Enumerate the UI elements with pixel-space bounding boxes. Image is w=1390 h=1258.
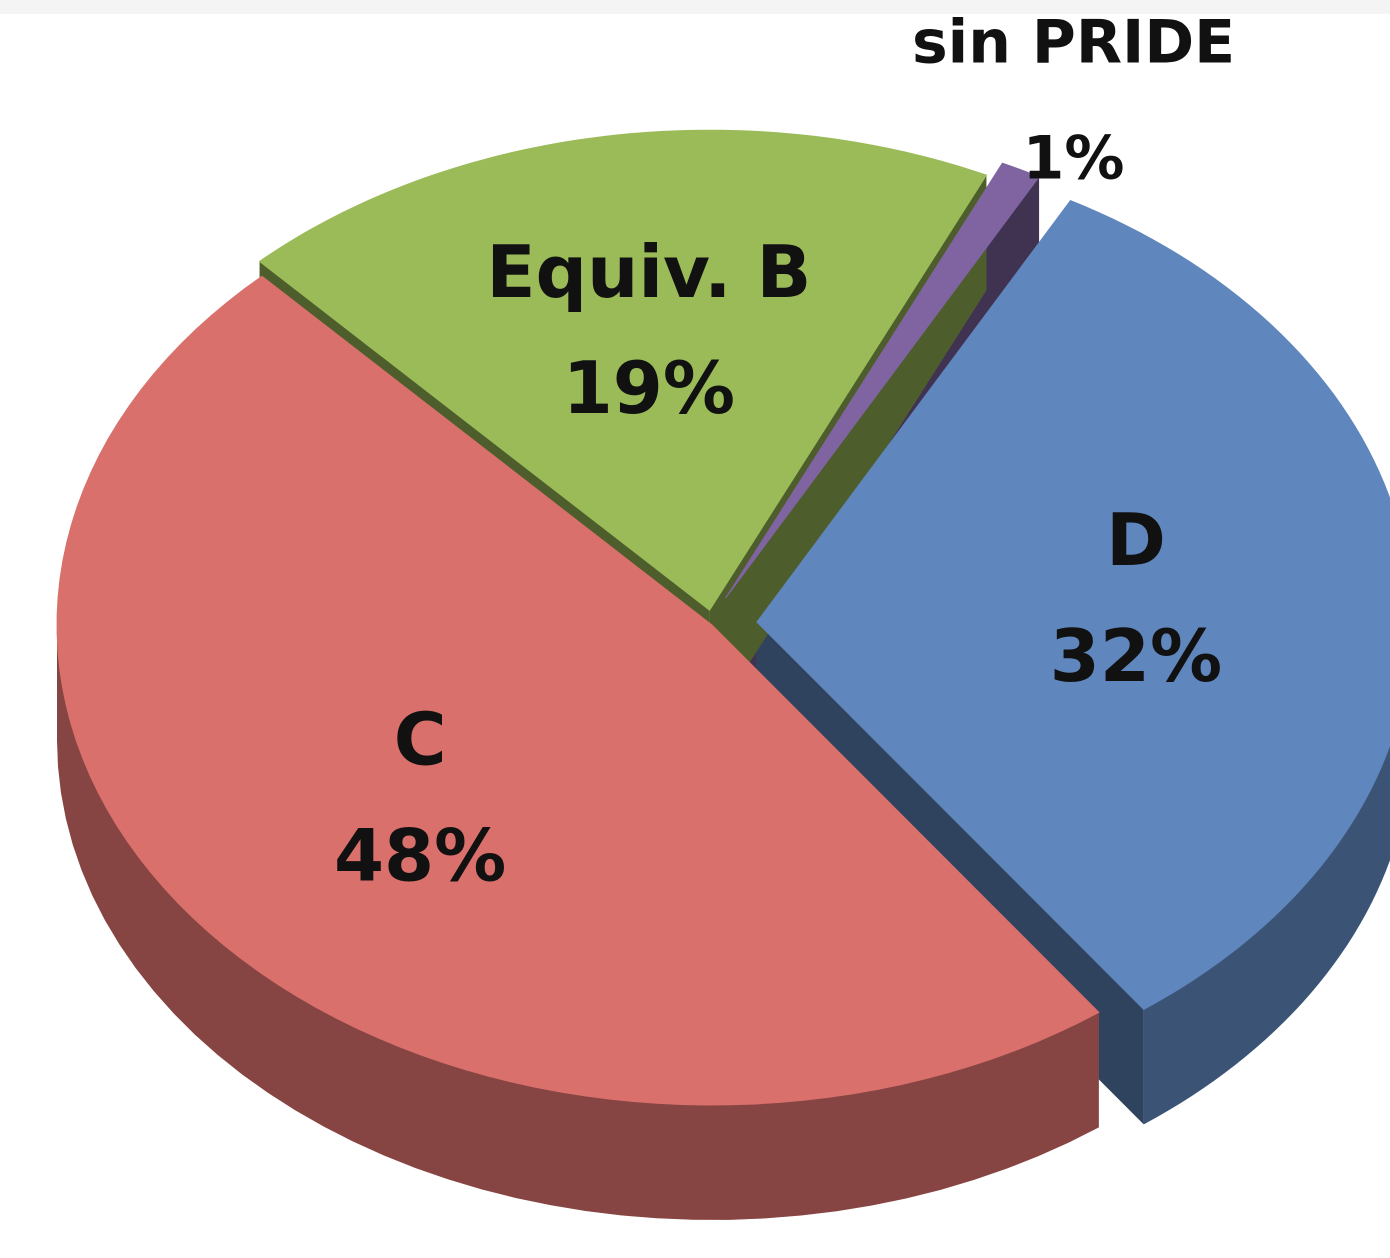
slice-value-label: 19%	[563, 346, 735, 430]
slice-value-label: 32%	[1050, 614, 1222, 698]
labels: sin PRIDE 1% D 32% C 48% Equiv. B 19%	[334, 8, 1235, 898]
slice-label: D	[1106, 498, 1166, 582]
slice	[756, 199, 1390, 1010]
slice-label: sin PRIDE	[912, 8, 1235, 78]
top-bar	[0, 0, 1390, 14]
slice-value-label: 48%	[334, 814, 506, 898]
slice-label: C	[394, 698, 447, 782]
slice	[56, 275, 1100, 1106]
slice-label: Equiv. B	[486, 230, 811, 314]
slice	[725, 162, 1040, 599]
slice-value-label: 1%	[1023, 124, 1125, 194]
slice-tops	[56, 129, 1390, 1106]
slice-side	[1143, 745, 1390, 1125]
slice-side	[57, 625, 1099, 1220]
slice	[258, 129, 988, 611]
slice-side-shade	[57, 625, 1099, 1220]
slice-side-shade	[1143, 745, 1390, 1125]
